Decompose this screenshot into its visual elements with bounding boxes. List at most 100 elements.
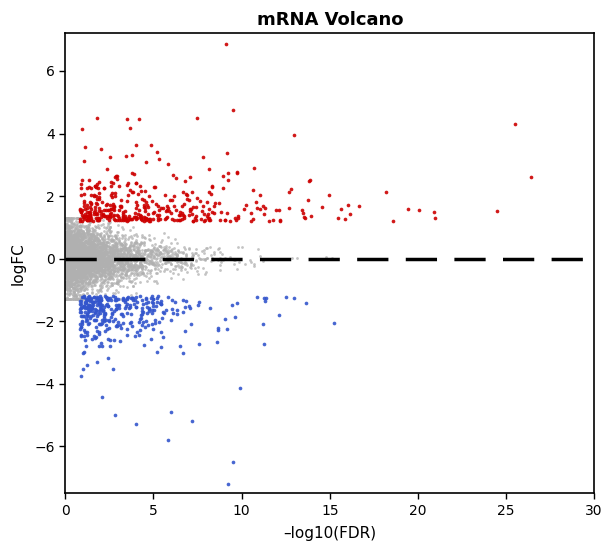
Point [99,256,109,264]
Point [230,255,239,264]
Point [81,268,91,277]
Point [61,260,71,269]
Point [114,266,123,275]
Point [73,251,83,260]
Point [80,251,90,260]
Point [103,261,112,269]
Point [98,252,107,261]
Point [67,222,77,231]
Point [66,268,76,277]
Point [93,233,103,242]
Point [92,248,102,257]
Point [113,257,123,266]
Point [107,309,117,318]
Point [72,258,82,267]
Point [83,300,93,309]
Point [71,248,81,257]
Point [172,250,182,259]
Point [92,228,102,237]
Point [72,277,82,286]
Point [69,231,79,240]
Point [111,243,121,252]
Point [113,246,123,255]
Point [167,296,177,305]
Point [70,238,80,247]
Point [97,278,107,287]
Point [95,300,105,309]
Point [139,238,149,247]
Point [84,250,93,259]
Point [71,238,81,247]
Point [106,268,115,277]
Point [70,246,80,255]
Point [66,233,76,242]
Point [111,294,121,303]
Point [85,266,95,274]
Point [122,267,131,276]
Point [63,272,73,280]
Point [89,281,99,290]
Point [96,258,106,267]
Point [100,327,110,336]
Point [99,205,109,214]
Point [61,224,71,232]
Point [90,248,99,257]
Point [77,290,87,299]
Point [109,237,119,246]
Point [74,240,84,249]
Point [80,265,90,274]
Point [117,241,126,250]
Point [123,246,133,254]
Point [62,237,72,246]
Point [118,273,128,282]
Point [122,258,131,267]
Point [93,287,103,296]
Point [301,299,311,307]
Point [85,260,95,269]
Point [69,230,79,239]
Point [77,262,87,270]
Point [109,264,119,273]
Point [71,245,80,253]
Point [65,289,75,298]
Point [90,248,99,257]
Point [63,266,72,275]
Point [82,227,92,236]
Point [125,262,135,271]
Point [147,298,157,307]
Point [93,249,103,258]
Point [66,238,76,247]
Point [88,260,98,269]
Point [84,258,94,267]
Point [80,261,90,270]
Point [154,250,164,259]
Point [69,235,79,244]
Point [114,250,124,258]
Point [84,238,94,247]
Point [61,250,71,258]
Point [109,211,119,220]
Point [99,279,109,288]
Point [97,275,107,284]
Point [74,248,84,257]
Point [67,258,77,267]
Point [63,230,73,238]
Point [94,254,104,263]
Point [87,262,96,271]
Point [64,261,74,270]
Point [81,281,91,290]
Point [66,251,76,260]
Point [69,240,79,248]
Point [215,265,225,274]
Point [123,293,133,301]
Point [96,248,106,257]
Point [77,257,87,266]
Point [73,233,83,242]
Point [80,254,90,263]
Point [76,221,86,230]
Point [101,301,111,310]
Point [92,268,102,277]
Point [163,206,173,215]
Point [96,299,106,308]
Point [83,260,93,269]
